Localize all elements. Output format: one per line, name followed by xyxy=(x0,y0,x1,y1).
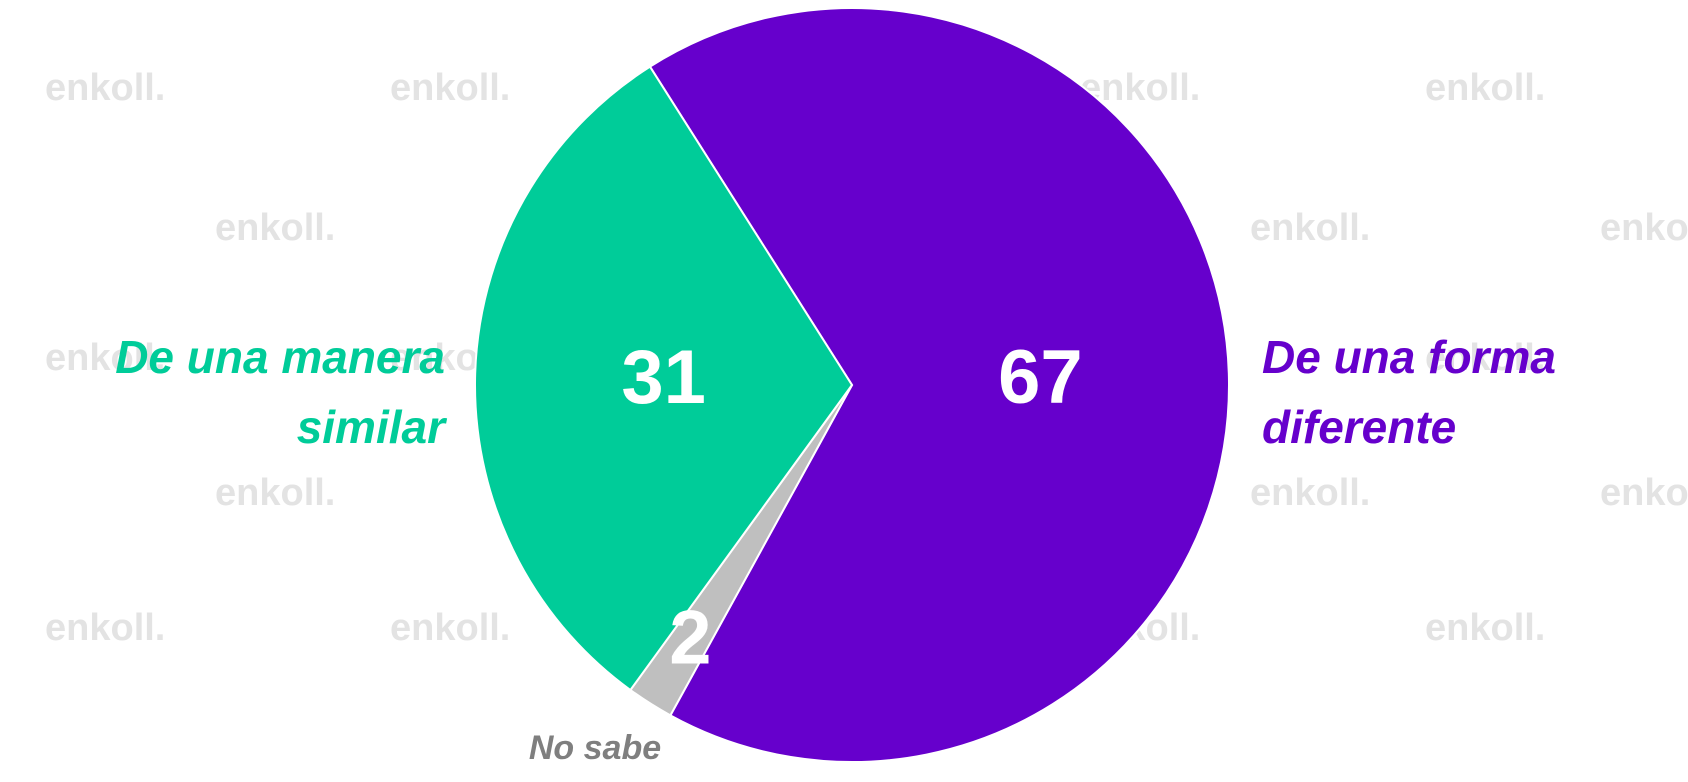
pie-slice xyxy=(648,7,1230,763)
value-label: 2 xyxy=(669,596,711,681)
watermark: enkoll. xyxy=(1250,472,1370,514)
pie-slice xyxy=(474,65,854,692)
watermark: enkoll. xyxy=(45,607,165,649)
watermark: enkoll. xyxy=(1600,472,1688,514)
watermark: enkoll. xyxy=(1250,207,1370,249)
value-label: 67 xyxy=(998,335,1083,420)
watermark: enkoll. xyxy=(45,337,165,379)
value-label: 31 xyxy=(621,335,706,420)
watermark: enkoll. xyxy=(390,67,510,109)
category-label: De una manera similar xyxy=(115,331,445,453)
watermark: enkoll. xyxy=(45,67,165,109)
category-label: No sabe xyxy=(528,729,662,767)
watermark: enkoll. xyxy=(390,607,510,649)
watermark: enkoll. xyxy=(215,472,335,514)
watermark: enkoll. xyxy=(1425,607,1545,649)
watermark: enkoll. xyxy=(215,207,335,249)
watermark: enkoll. xyxy=(1425,337,1545,379)
watermark: enkoll. xyxy=(1425,67,1545,109)
watermark: enkoll. xyxy=(1600,207,1688,249)
category-label: De una forma diferente xyxy=(1262,331,1556,453)
